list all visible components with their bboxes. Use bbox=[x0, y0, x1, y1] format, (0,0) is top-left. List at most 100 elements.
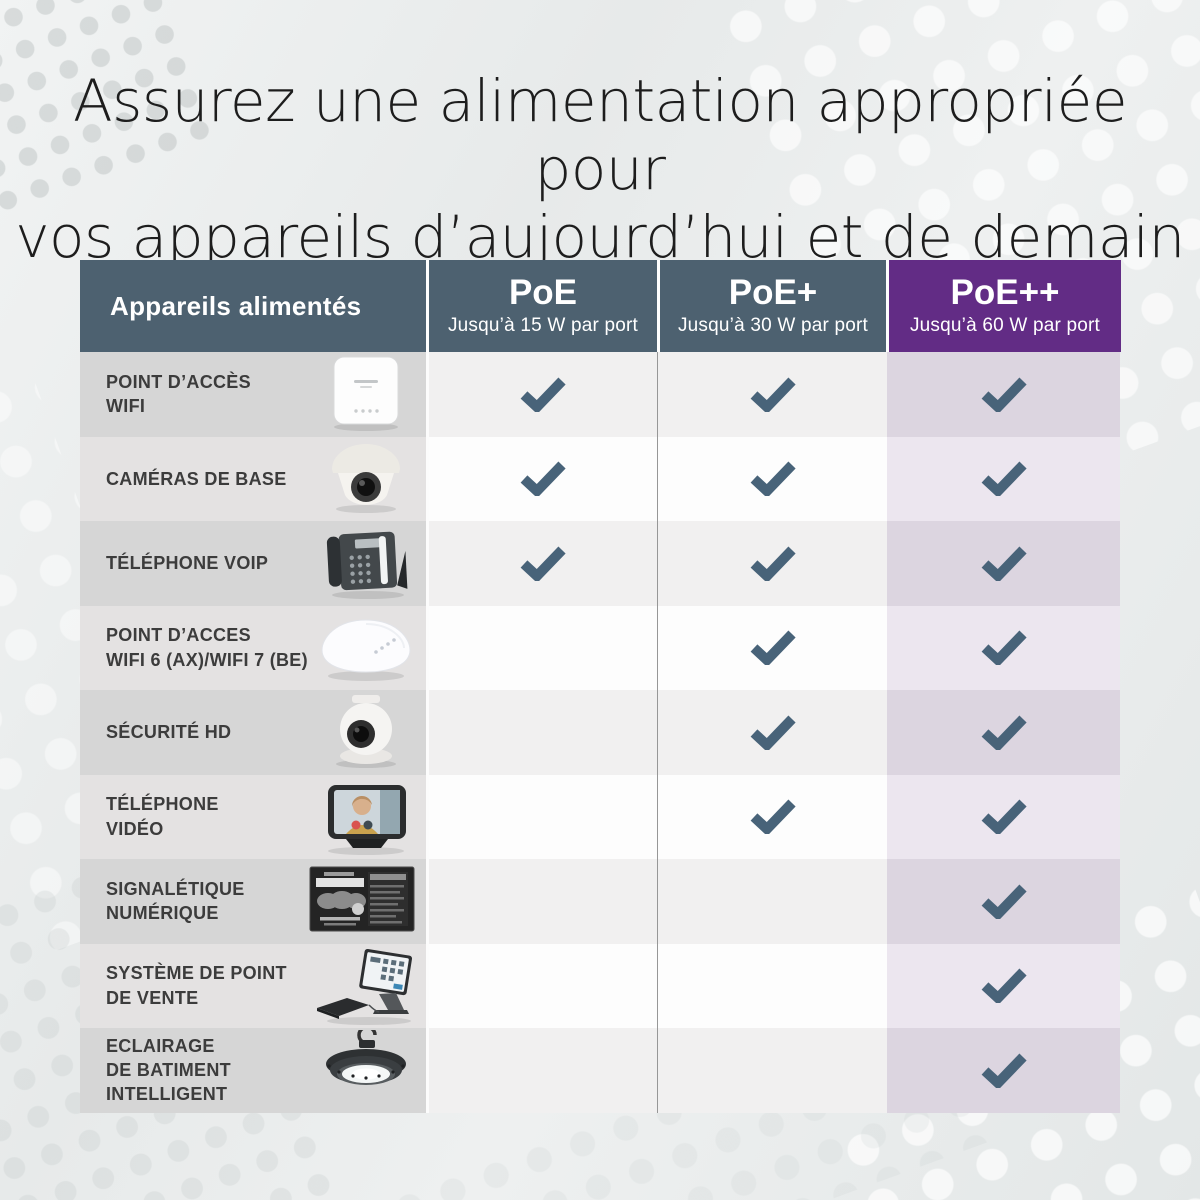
poe-plus-plus-cell bbox=[887, 1028, 1120, 1113]
poe-plus-plus-cell bbox=[887, 352, 1120, 437]
video-phone-icon bbox=[310, 777, 422, 857]
poe-cell bbox=[429, 774, 658, 859]
check-icon bbox=[750, 461, 796, 497]
poe-plus-header-title: PoE+ bbox=[728, 273, 818, 312]
column-divider bbox=[426, 943, 429, 1028]
device-label: TÉLÉPHONE VIDÉO bbox=[106, 794, 219, 839]
device-label-cell: TÉLÉPHONE VOIP bbox=[80, 521, 426, 606]
device-label-cell: SIGNALÉTIQUE NUMÉRIQUE bbox=[80, 859, 426, 944]
page-title-line2: vos appareils d’aujourd’hui et de demain bbox=[15, 202, 1185, 271]
device-label: POINT D’ACCES WIFI 6 (AX)/WIFI 7 (BE) bbox=[106, 625, 308, 670]
poe-plus-cell bbox=[658, 690, 887, 775]
poe-header-subtitle: Jusqu’à 15 W par port bbox=[447, 315, 639, 336]
header-divider bbox=[657, 260, 660, 352]
column-divider bbox=[426, 859, 429, 944]
table-row: TÉLÉPHONE VOIP bbox=[80, 521, 1121, 606]
dome-camera-icon bbox=[310, 439, 422, 519]
poe-header-title: PoE bbox=[508, 273, 578, 312]
device-label-cell: CAMÉRAS DE BASE bbox=[80, 436, 426, 521]
poe-plus-cell bbox=[658, 774, 887, 859]
poe-plus-plus-cell bbox=[887, 436, 1120, 521]
column-divider bbox=[426, 774, 429, 859]
table-row: SÉCURITÉ HD bbox=[80, 690, 1121, 775]
check-icon bbox=[520, 546, 566, 581]
table-row: POINT D’ACCES WIFI 6 (AX)/WIFI 7 (BE) bbox=[80, 605, 1121, 690]
page-title-line1: Assurez une alimentation appropriée pour bbox=[72, 67, 1128, 203]
check-icon bbox=[981, 1053, 1027, 1088]
column-divider bbox=[426, 521, 429, 606]
table-row: TÉLÉPHONE VIDÉO bbox=[80, 774, 1121, 859]
column-divider bbox=[426, 352, 429, 437]
voip-phone-icon bbox=[310, 523, 422, 603]
check-icon bbox=[520, 461, 566, 497]
column-divider bbox=[426, 436, 429, 521]
check-icon bbox=[981, 799, 1027, 835]
poe-cell bbox=[429, 352, 658, 437]
header-divider bbox=[886, 260, 889, 352]
poe-plus-plus-cell bbox=[887, 774, 1120, 859]
turret-camera-icon bbox=[310, 692, 422, 772]
check-icon bbox=[750, 799, 796, 835]
device-label: SÉCURITÉ HD bbox=[106, 722, 232, 743]
poe-cell bbox=[429, 436, 658, 521]
device-label-cell: SYSTÈME DE POINT DE VENTE bbox=[80, 943, 426, 1028]
column-divider bbox=[426, 690, 429, 775]
poe-plus-cell bbox=[658, 436, 887, 521]
table-body: POINT D’ACCÈS WIFI CAMÉRAS DE BASE TÉLÉPHO… bbox=[80, 352, 1121, 1113]
digital-signage-icon bbox=[302, 861, 422, 941]
device-label: TÉLÉPHONE VOIP bbox=[106, 553, 269, 574]
poe-plus-plus-cell bbox=[887, 690, 1120, 775]
check-icon bbox=[981, 461, 1027, 497]
device-label-cell: ECLAIRAGE DE BATIMENT INTELLIGENT bbox=[80, 1028, 426, 1113]
column-divider bbox=[426, 605, 429, 690]
poe-plus-cell bbox=[658, 605, 887, 690]
device-label-cell: TÉLÉPHONE VIDÉO bbox=[80, 774, 426, 859]
device-label-cell: SÉCURITÉ HD bbox=[80, 690, 426, 775]
check-icon bbox=[981, 715, 1027, 750]
poe-comparison-table: Appareils alimentés PoE Jusqu’à 15 W par… bbox=[80, 260, 1121, 1113]
poe-plus-cell bbox=[658, 352, 887, 437]
poe-cell bbox=[429, 690, 658, 775]
pos-system-icon bbox=[310, 946, 422, 1026]
poe-plus-plus-header-subtitle: Jusqu’à 60 W par port bbox=[909, 315, 1101, 336]
device-label: SIGNALÉTIQUE NUMÉRIQUE bbox=[106, 878, 245, 924]
poe-plus-plus-cell bbox=[887, 859, 1120, 944]
check-icon bbox=[981, 546, 1027, 581]
device-label-cell: POINT D’ACCÈS WIFI bbox=[80, 352, 426, 437]
device-label: POINT D’ACCÈS WIFI bbox=[106, 371, 251, 417]
table-row: CAMÉRAS DE BASE bbox=[80, 436, 1121, 521]
poe-plus-cell bbox=[658, 521, 887, 606]
poe-plus-plus-header-cell: PoE++ Jusqu’à 60 W par port bbox=[889, 260, 1121, 352]
poe-plus-cell bbox=[658, 943, 887, 1028]
table-row: POINT D’ACCÈS WIFI bbox=[80, 352, 1121, 437]
poe-plus-cell bbox=[658, 1028, 887, 1113]
page-title: Assurez une alimentation appropriée pour… bbox=[0, 67, 1200, 272]
wifi6-access-point-icon bbox=[310, 608, 422, 688]
table-header-row: Appareils alimentés PoE Jusqu’à 15 W par… bbox=[80, 260, 1121, 352]
poe-cell bbox=[429, 1028, 658, 1113]
column-divider bbox=[426, 1028, 429, 1113]
poe-plus-plus-cell bbox=[887, 521, 1120, 606]
poe-plus-plus-cell bbox=[887, 943, 1120, 1028]
check-icon bbox=[981, 377, 1027, 412]
table-row: ECLAIRAGE DE BATIMENT INTELLIGENT bbox=[80, 1028, 1121, 1113]
table-row: SIGNALÉTIQUE NUMÉRIQUE bbox=[80, 859, 1121, 944]
devices-header-label: Appareils alimentés bbox=[110, 290, 362, 321]
poe-plus-plus-cell bbox=[887, 605, 1120, 690]
check-icon bbox=[520, 377, 566, 412]
check-icon bbox=[750, 630, 796, 666]
poe-cell bbox=[429, 943, 658, 1028]
poe-cell bbox=[429, 521, 658, 606]
device-label: SYSTÈME DE POINT DE VENTE bbox=[106, 963, 287, 1008]
device-label-cell: POINT D’ACCES WIFI 6 (AX)/WIFI 7 (BE) bbox=[80, 605, 426, 690]
poe-plus-header-subtitle: Jusqu’à 30 W par port bbox=[677, 315, 869, 336]
check-icon bbox=[750, 546, 796, 581]
check-icon bbox=[750, 377, 796, 412]
check-icon bbox=[981, 968, 1027, 1004]
devices-header-cell: Appareils alimentés bbox=[80, 260, 426, 352]
poe-plus-cell bbox=[658, 859, 887, 944]
poe-cell bbox=[429, 859, 658, 944]
check-icon bbox=[981, 630, 1027, 666]
device-label: ECLAIRAGE DE BATIMENT INTELLIGENT bbox=[106, 1035, 231, 1105]
